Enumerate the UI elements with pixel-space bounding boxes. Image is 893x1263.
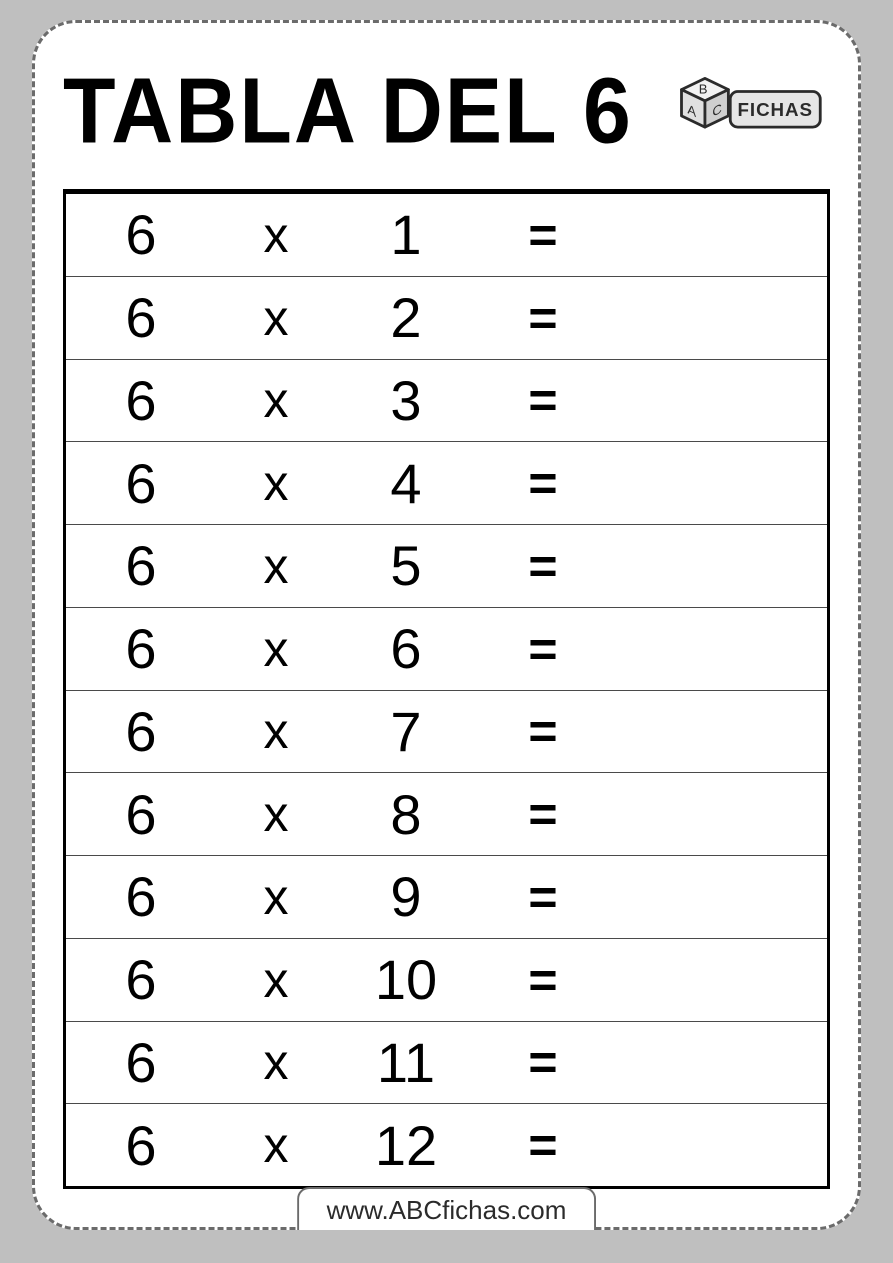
equals-sign: = (476, 371, 606, 429)
operand-a: 6 (66, 451, 216, 516)
operand-a: 6 (66, 368, 216, 433)
table-row: 6x2= (66, 277, 827, 360)
table-row: 6x7= (66, 691, 827, 774)
table-row: 6x9= (66, 856, 827, 939)
operand-a: 6 (66, 285, 216, 350)
operand-b: 5 (336, 533, 476, 598)
operator: x (216, 371, 336, 429)
equals-sign: = (476, 537, 606, 595)
equals-sign: = (476, 951, 606, 1009)
operand-b: 2 (336, 285, 476, 350)
multiplication-table: 6x1=6x2=6x3=6x4=6x5=6x6=6x7=6x8=6x9=6x10… (63, 189, 830, 1189)
equals-sign: = (476, 868, 606, 926)
operator: x (216, 1116, 336, 1174)
table-row: 6x8= (66, 773, 827, 856)
operand-b: 12 (336, 1113, 476, 1178)
operand-a: 6 (66, 616, 216, 681)
operand-a: 6 (66, 1113, 216, 1178)
footer-url: www.ABCfichas.com (297, 1187, 597, 1230)
operator: x (216, 454, 336, 512)
operand-b: 9 (336, 864, 476, 929)
operator: x (216, 620, 336, 678)
operand-a: 6 (66, 699, 216, 764)
operand-a: 6 (66, 947, 216, 1012)
operand-b: 4 (336, 451, 476, 516)
operand-b: 3 (336, 368, 476, 433)
table-row: 6x4= (66, 442, 827, 525)
operand-b: 6 (336, 616, 476, 681)
page-title: TABLA DEL 6 (63, 58, 633, 165)
operand-b: 8 (336, 782, 476, 847)
operand-a: 6 (66, 533, 216, 598)
equals-sign: = (476, 1033, 606, 1091)
equals-sign: = (476, 1116, 606, 1174)
operand-a: 6 (66, 864, 216, 929)
table-row: 6x5= (66, 525, 827, 608)
equals-sign: = (476, 289, 606, 347)
operator: x (216, 868, 336, 926)
operand-a: 6 (66, 782, 216, 847)
operator: x (216, 951, 336, 1009)
equals-sign: = (476, 620, 606, 678)
operator: x (216, 206, 336, 264)
operand-a: 6 (66, 1030, 216, 1095)
equals-sign: = (476, 454, 606, 512)
operator: x (216, 702, 336, 760)
logo-badge-text: FICHAS (738, 99, 813, 120)
table-row: 6x3= (66, 360, 827, 443)
abc-fichas-logo-icon: B A C FICHAS (674, 69, 824, 153)
equals-sign: = (476, 785, 606, 843)
cube-letter-b: B (699, 81, 708, 96)
operator: x (216, 785, 336, 843)
header: TABLA DEL 6 B A C FICHAS (63, 51, 830, 171)
table-row: 6x12= (66, 1104, 827, 1186)
operator: x (216, 289, 336, 347)
table-row: 6x1= (66, 194, 827, 277)
worksheet-sheet: TABLA DEL 6 B A C FICHAS 6x1=6x2=6x3=6x4… (32, 20, 861, 1230)
operator: x (216, 537, 336, 595)
table-row: 6x10= (66, 939, 827, 1022)
operand-b: 1 (336, 202, 476, 267)
operand-b: 7 (336, 699, 476, 764)
equals-sign: = (476, 206, 606, 264)
table-row: 6x6= (66, 608, 827, 691)
table-row: 6x11= (66, 1022, 827, 1105)
operand-a: 6 (66, 202, 216, 267)
operand-b: 10 (336, 947, 476, 1012)
operand-b: 11 (336, 1030, 476, 1095)
operator: x (216, 1033, 336, 1091)
brand-logo: B A C FICHAS (674, 69, 824, 153)
equals-sign: = (476, 702, 606, 760)
